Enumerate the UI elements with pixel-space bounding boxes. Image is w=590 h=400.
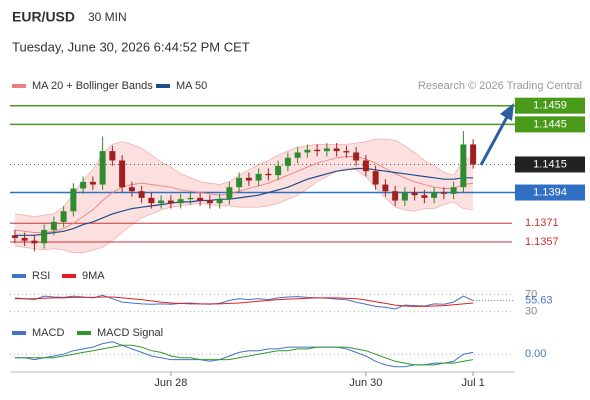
candle-body: [431, 192, 438, 198]
candle-body: [255, 173, 262, 181]
level-box: [515, 184, 585, 201]
legend-label: 9MA: [82, 270, 105, 282]
x-tick-label: Jul 1: [462, 377, 485, 389]
symbol: EUR/USD: [12, 9, 75, 25]
candle-body: [60, 211, 67, 222]
level-label: 1.1394: [533, 186, 567, 198]
y-tick-label: 0.00: [525, 348, 546, 360]
candle-body: [99, 151, 106, 185]
level-label: 1.1357: [525, 236, 559, 248]
legend-label: RSI: [32, 270, 50, 282]
candle-body: [362, 160, 369, 172]
candle-body: [80, 181, 87, 189]
candle-body: [382, 184, 389, 192]
candle-body: [411, 192, 418, 196]
candle-body: [284, 157, 291, 166]
bollinger-band: [14, 139, 474, 253]
candle-body: [21, 237, 28, 241]
candle-body: [470, 144, 477, 165]
legend-swatch: [12, 84, 26, 88]
candle-body: [294, 152, 301, 158]
source: Research © 2026 Trading Central: [418, 80, 582, 92]
candle-body: [236, 177, 243, 188]
level-box: [515, 156, 585, 173]
candle-body: [128, 187, 135, 192]
candle-body: [372, 171, 379, 185]
candle-body: [11, 235, 18, 238]
last-value-label: 55.63: [525, 294, 553, 306]
candle-body: [89, 181, 96, 185]
candle-body: [167, 200, 174, 204]
y-tick-label: 30: [525, 305, 537, 317]
candle-body: [119, 160, 126, 188]
trend-arrow: [479, 103, 514, 166]
candle-body: [353, 152, 360, 161]
candle-body: [275, 165, 282, 176]
candle-body: [158, 200, 165, 204]
level-box: [515, 116, 585, 133]
candle-body: [323, 148, 330, 152]
legend-swatch: [12, 274, 26, 278]
candle-body: [41, 229, 48, 244]
legend-swatch: [156, 84, 170, 88]
candle-body: [70, 188, 77, 212]
candle-body: [245, 177, 252, 181]
candle-body: [138, 191, 145, 198]
datetime: Tuesday, June 30, 2026 6:44:52 PM CET: [12, 39, 250, 54]
arrow-shaft: [479, 116, 509, 166]
candle-body: [31, 240, 38, 244]
candle-body: [177, 199, 184, 204]
legend-swatch: [12, 331, 26, 335]
legend-swatch: [77, 331, 91, 335]
candle-body: [197, 197, 204, 201]
timeframe: 30 MIN: [88, 10, 127, 24]
ma-line: [14, 167, 474, 236]
y-tick-label: 70: [525, 288, 537, 300]
legend-label: MACD: [32, 327, 64, 339]
level-box: [515, 97, 585, 114]
candle-body: [187, 197, 194, 200]
candle-body: [265, 173, 272, 176]
indicator-line: [14, 341, 474, 368]
candle-body: [343, 151, 350, 153]
candle-body: [50, 221, 57, 230]
candle-body: [440, 192, 447, 194]
candle-body: [421, 195, 428, 198]
arrow-head: [500, 103, 514, 121]
candle-body: [206, 200, 213, 204]
candle-body: [401, 192, 408, 201]
candle-body: [314, 149, 321, 152]
bollinger-lower: [14, 168, 474, 254]
legend-swatch: [62, 274, 76, 278]
bollinger-upper: [14, 138, 474, 218]
level-label: 1.1371: [525, 217, 559, 229]
indicator-line: [14, 296, 474, 307]
candle-body: [109, 151, 116, 161]
level-label: 1.1445: [533, 118, 567, 130]
candle-body: [333, 148, 340, 152]
candle-body: [148, 197, 155, 204]
level-label: 1.1415: [533, 158, 567, 170]
level-label: 1.1459: [533, 100, 567, 112]
indicator-line: [14, 344, 474, 366]
legend-label: MA 50: [176, 80, 207, 92]
candle-body: [450, 187, 457, 194]
legend-label: MA 20 + Bollinger Bands: [32, 80, 153, 92]
candle-body: [304, 149, 311, 153]
x-tick-label: Jun 30: [349, 377, 382, 389]
legend-label: MACD Signal: [97, 327, 163, 339]
candle-body: [226, 187, 233, 200]
x-tick-label: Jun 28: [154, 377, 187, 389]
candle-body: [216, 199, 223, 204]
candle-body: [392, 191, 399, 201]
candle-body: [460, 144, 467, 188]
ma-line: [14, 156, 474, 234]
